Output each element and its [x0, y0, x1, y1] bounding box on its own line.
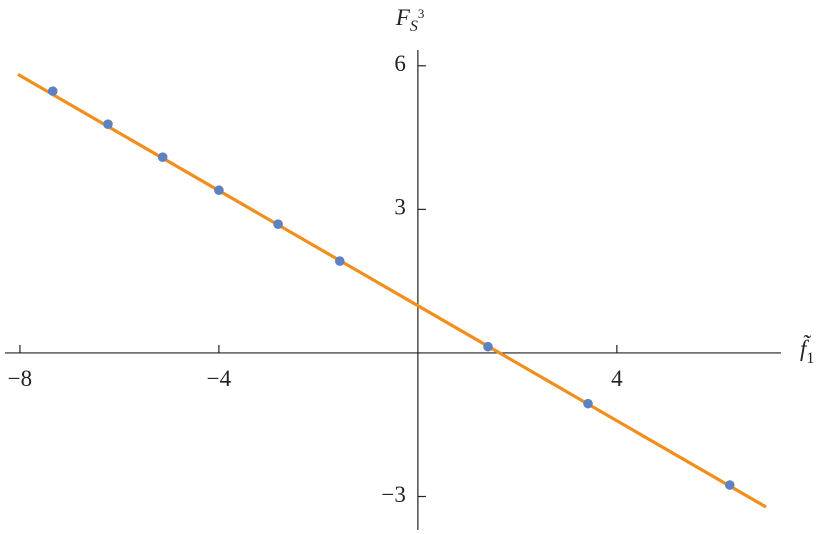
x-axis-label: f̃1 — [800, 334, 814, 366]
x-label-sub: 1 — [806, 350, 814, 367]
y-tick-label: −3 — [381, 482, 405, 507]
fit-line — [17, 73, 767, 509]
y-label-base: F — [395, 5, 411, 30]
y-tick-label: 3 — [394, 195, 406, 220]
x-tick-label: 4 — [611, 366, 623, 391]
data-point — [47, 86, 58, 96]
data-point — [157, 152, 168, 162]
x-tick-label: −8 — [8, 366, 32, 391]
data-point — [724, 480, 735, 490]
y-tick-label: 6 — [394, 51, 406, 76]
data-point — [273, 219, 283, 229]
data-point — [103, 119, 113, 129]
data-point — [483, 341, 493, 352]
data-point — [214, 185, 224, 196]
y-axis-label: FS3 — [395, 5, 425, 34]
y-label-sup: 3 — [418, 6, 425, 21]
x-tick-label: −4 — [207, 366, 232, 391]
data-point — [334, 256, 345, 266]
data-point — [583, 398, 593, 409]
y-label-sub: S — [410, 18, 418, 35]
